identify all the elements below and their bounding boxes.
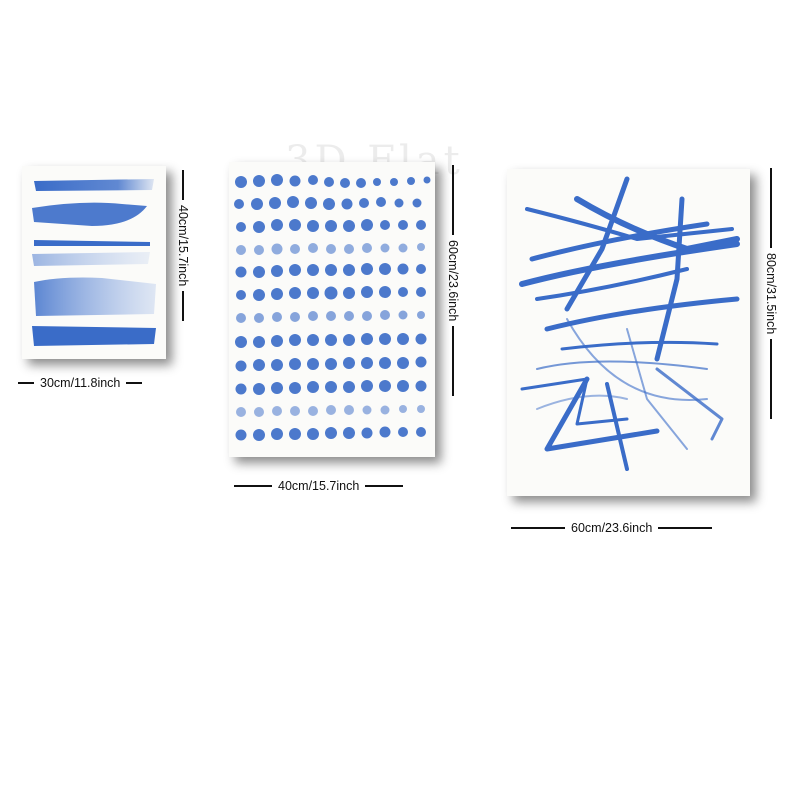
panel-2-width-dimension: 40cm/15.7inch: [234, 479, 404, 493]
dimension-line: [365, 485, 404, 487]
panel-2-width-label: 40cm/15.7inch: [278, 479, 360, 493]
dimension-line: [182, 170, 184, 200]
dimension-line: [126, 382, 143, 384]
dots-artwork: [234, 174, 431, 441]
dimension-line: [452, 326, 454, 397]
artwork-panel-brush-strokes: [22, 166, 166, 359]
scribbles-artwork: [519, 176, 740, 471]
panel-3-height-dimension: 80cm/31.5inch: [764, 168, 778, 420]
dimension-line: [452, 165, 454, 235]
dimension-line: [234, 485, 272, 487]
panel-1-height-dimension: 40cm/15.7inch: [176, 170, 190, 322]
panel-3-height-label: 80cm/31.5inch: [764, 253, 778, 335]
panel-1-width-label: 30cm/11.8inch: [40, 376, 121, 390]
brush-strokes-artwork: [32, 179, 156, 346]
panel-2-height-label: 60cm/23.6inch: [446, 240, 460, 322]
dimension-line: [770, 339, 772, 420]
dimension-line: [18, 382, 34, 384]
dimension-line: [770, 168, 772, 248]
panel-3-width-dimension: 60cm/23.6inch: [511, 521, 713, 535]
artwork-panel-dots: [229, 162, 435, 457]
panel-1-height-label: 40cm/15.7inch: [176, 205, 190, 287]
dimension-line: [511, 527, 565, 529]
panel-3-width-label: 60cm/23.6inch: [571, 521, 653, 535]
panel-1-width-dimension: 30cm/11.8inch: [18, 376, 143, 390]
dimension-line: [658, 527, 713, 529]
dimension-line: [182, 291, 184, 322]
panel-2-height-dimension: 60cm/23.6inch: [446, 165, 460, 397]
artwork-panel-scribbles: [507, 169, 750, 496]
